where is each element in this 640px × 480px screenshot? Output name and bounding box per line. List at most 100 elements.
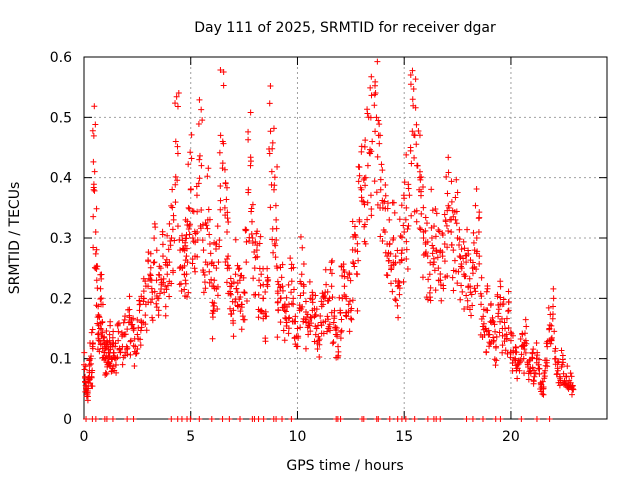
data-point — [195, 121, 202, 128]
data-point — [387, 250, 394, 257]
data-point — [424, 238, 431, 245]
data-point — [263, 313, 270, 320]
data-point — [223, 279, 230, 286]
data-point — [405, 222, 412, 229]
data-point — [226, 416, 233, 422]
data-point — [164, 232, 171, 239]
data-point — [464, 226, 471, 233]
data-point — [419, 274, 426, 281]
data-point — [346, 328, 353, 335]
data-point — [530, 378, 537, 385]
data-point — [137, 301, 144, 308]
data-point — [554, 370, 561, 377]
data-point — [309, 299, 316, 306]
data-point — [441, 241, 448, 248]
data-point — [514, 375, 521, 382]
data-point — [201, 271, 208, 278]
data-point — [217, 183, 224, 190]
data-point — [374, 153, 381, 160]
data-point — [196, 152, 203, 159]
data-point — [271, 182, 278, 189]
data-point — [459, 288, 466, 295]
data-point — [97, 340, 104, 347]
data-point — [450, 247, 457, 254]
data-point — [361, 201, 368, 208]
data-point — [241, 289, 248, 296]
data-point — [178, 288, 185, 295]
x-tick-label: 5 — [186, 429, 195, 445]
data-point — [170, 269, 177, 276]
data-point — [227, 305, 234, 312]
data-point — [178, 416, 185, 422]
data-point — [466, 275, 473, 282]
data-point — [333, 325, 340, 332]
data-point — [455, 268, 462, 275]
data-point — [463, 292, 470, 299]
data-point — [112, 340, 119, 347]
data-point — [232, 236, 239, 243]
data-point — [448, 228, 455, 235]
data-point — [227, 290, 234, 297]
data-point — [297, 324, 304, 331]
data-point — [232, 271, 239, 278]
data-point — [91, 103, 98, 110]
data-point — [220, 140, 227, 147]
data-point — [326, 321, 333, 328]
data-point — [214, 305, 221, 312]
data-point — [493, 357, 500, 364]
data-point — [337, 335, 344, 342]
data-point — [377, 176, 384, 183]
data-point — [88, 360, 95, 367]
data-point — [214, 223, 221, 230]
data-point — [431, 267, 438, 274]
data-point — [153, 247, 160, 254]
data-point — [497, 283, 504, 290]
data-point — [234, 303, 241, 310]
data-point — [302, 345, 309, 352]
data-point — [364, 162, 371, 169]
data-point — [392, 259, 399, 266]
data-point — [405, 181, 412, 188]
data-point — [457, 296, 464, 303]
data-point — [91, 187, 98, 194]
data-point — [149, 317, 156, 324]
data-point — [389, 288, 396, 295]
data-point — [222, 179, 229, 186]
data-point — [110, 349, 117, 356]
data-point — [362, 182, 369, 189]
data-point — [192, 268, 199, 275]
data-point — [213, 265, 220, 272]
data-point — [157, 290, 164, 297]
data-point — [372, 90, 379, 97]
data-point — [264, 265, 271, 272]
data-point — [470, 239, 477, 246]
data-point — [315, 333, 322, 340]
x-axis: 0 5 10 15 20 — [80, 57, 520, 445]
data-point — [337, 328, 344, 335]
data-point — [137, 336, 144, 343]
data-point — [324, 288, 331, 295]
data-point — [403, 151, 410, 158]
data-point — [516, 367, 523, 374]
data-point — [237, 293, 244, 300]
data-point — [214, 283, 221, 290]
data-point — [230, 279, 237, 286]
data-point — [174, 223, 181, 230]
data-point — [295, 333, 302, 340]
data-point — [217, 132, 224, 139]
data-point — [206, 241, 213, 248]
data-point — [283, 294, 290, 301]
data-point — [463, 259, 470, 266]
data-point — [493, 333, 500, 340]
data-point — [478, 316, 485, 323]
data-point — [267, 204, 274, 211]
data-point — [453, 220, 460, 227]
data-point — [196, 416, 203, 422]
data-point — [453, 208, 460, 215]
data-point — [257, 282, 264, 289]
data-point — [469, 302, 476, 309]
data-point — [533, 416, 540, 422]
data-point — [196, 156, 203, 163]
data-point — [198, 206, 205, 213]
data-point — [166, 220, 173, 227]
